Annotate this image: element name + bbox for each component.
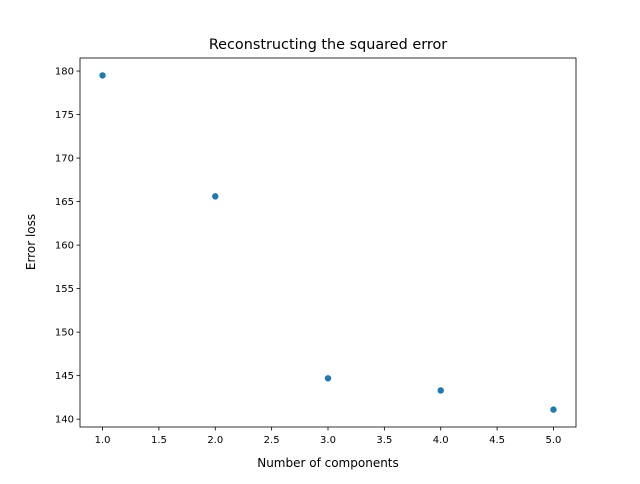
data-point [212, 193, 219, 200]
y-tick-label: 140 [55, 415, 74, 426]
x-tick-label: 3.5 [376, 435, 392, 446]
y-tick-label: 160 [55, 241, 74, 252]
y-tick-label: 180 [55, 67, 74, 78]
y-tick-label: 175 [55, 110, 74, 121]
y-tick-label: 150 [55, 328, 74, 339]
y-axis-label: Error loss [24, 214, 38, 270]
x-tick-label: 2.5 [264, 435, 280, 446]
y-tick-label: 165 [55, 197, 74, 208]
y-tick-label: 155 [55, 284, 74, 295]
x-tick-label: 1.5 [151, 435, 167, 446]
x-axis-label: Number of components [257, 456, 399, 470]
x-tick-label: 4.5 [489, 435, 505, 446]
axes-frame [79, 57, 577, 428]
y-tick-label: 145 [55, 371, 74, 382]
chart-title: Reconstructing the squared error [209, 37, 447, 53]
y-tick-label: 170 [55, 154, 74, 165]
data-point [99, 72, 106, 79]
data-point [437, 387, 444, 394]
x-tick-label: 5.0 [546, 435, 562, 446]
data-point [324, 375, 332, 382]
x-tick-label: 3.0 [320, 435, 336, 446]
x-tick-label: 1.0 [95, 435, 111, 446]
data-point [550, 406, 557, 413]
x-tick-label: 2.0 [207, 435, 223, 446]
plot-area: 1.0 1.5 2.0 2.5 3.0 3.5 4.0 4.5 5.0 140 145 150 155 1… [55, 57, 577, 446]
x-tick-label: 4.0 [433, 435, 449, 446]
